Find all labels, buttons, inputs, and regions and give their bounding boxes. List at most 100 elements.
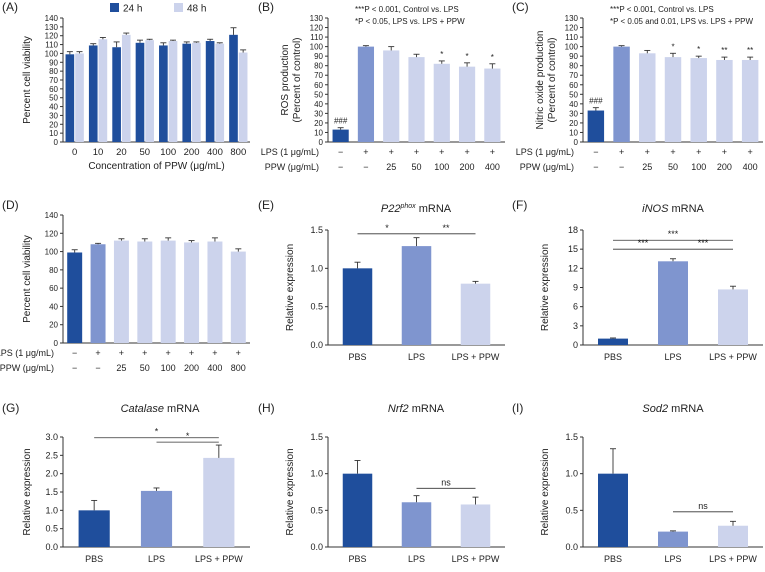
row-value-b: + (389, 147, 394, 157)
significance-label-i: ns (698, 501, 708, 511)
bar-c (613, 46, 630, 142)
significance-mark-b: ### (334, 117, 348, 126)
row-value-d: − (95, 363, 100, 373)
chart-a: 0102030405060708090100110120130140Percen… (22, 3, 250, 172)
bar-f (718, 289, 748, 345)
row-value-d: 50 (140, 363, 150, 373)
y-tick-label-f: 18 (568, 225, 578, 235)
y-tick-label-a: 80 (49, 67, 58, 76)
significance-mark-b: * (466, 52, 469, 61)
bar-a-s1 (238, 52, 248, 142)
panel-label-f: (F) (512, 198, 527, 212)
row-value-c: − (593, 147, 598, 157)
y-tick-label-g: 2.0 (45, 469, 58, 479)
title-i-gene: Sod2 (642, 403, 668, 415)
significance-mark-c: ### (589, 97, 603, 106)
chart-g: 0.0 0.5 1.0 1.5 2.0 2.5 3.0 Relative expression… (22, 427, 250, 564)
y-tick-label-c: 60 (569, 81, 578, 90)
chart-d: 0 20 40 60 80 100 120 140 Percent cell viability… (0, 211, 250, 373)
row-label-d: PPW (μg/mL) (0, 363, 54, 373)
row-value-c: + (619, 147, 624, 157)
bar-g (78, 510, 110, 547)
panel-label-d: (D) (2, 198, 19, 212)
legend-label-a: 24 h (123, 4, 142, 15)
significance-mark-c: ** (747, 46, 753, 55)
bar-h (342, 473, 373, 547)
x-tick-label-e: LPS (408, 352, 425, 362)
y-tick-label-f: 12 (568, 263, 578, 273)
bar-i (718, 525, 748, 547)
significance-mark-c: ** (721, 46, 727, 55)
y-tick-label-a: 130 (45, 23, 59, 32)
y-tick-label-c: 110 (565, 33, 578, 42)
y-tick-label-b: 90 (314, 52, 323, 61)
y-axis-title-a: Percent cell viability (22, 36, 33, 124)
y-tick-label-b: 70 (314, 71, 323, 80)
row-value-c: + (696, 147, 701, 157)
y-tick-label-c: 70 (569, 71, 578, 80)
significance-mark-b: * (440, 50, 443, 59)
row-label-b: LPS (1 μg/mL) (261, 147, 319, 157)
chart-e: 0.0 0.5 1.0 1.5 Relative expression PBS LPS LPS… (285, 223, 505, 362)
bar-d (113, 240, 129, 343)
y-tick-label-d: 80 (49, 266, 58, 275)
significance-label-e: * (385, 223, 389, 233)
bar-b (332, 129, 349, 142)
chart-i: 0.0 0.5 1.0 1.5 Relative expression PBS LPS LPS… (540, 432, 763, 564)
row-value-c: − (619, 162, 624, 172)
x-axis-title-a: Concentration of PPW (μg/mL) (88, 161, 224, 172)
y-tick-label-f: 6 (573, 302, 578, 312)
y-axis-title-f: Relative expression (540, 244, 551, 331)
y-tick-label-a: 0 (54, 138, 59, 147)
y-tick-label-b: 120 (310, 24, 324, 33)
y-tick-label-g: 0.0 (45, 542, 58, 552)
x-tick-label-h: PBS (348, 554, 366, 564)
row-value-d: + (212, 348, 217, 358)
bar-a-s1 (215, 43, 225, 142)
y-tick-label-b: 0 (319, 138, 324, 147)
bar-c (716, 59, 733, 142)
y-axis-title-h: Relative expression (285, 448, 296, 535)
y-tick-label-b: 60 (314, 81, 323, 90)
y-tick-label-a: 60 (49, 85, 58, 94)
bar-b (357, 46, 375, 142)
significance-label-f: *** (638, 238, 649, 248)
title-f: iNOS mRNA (642, 203, 704, 215)
x-tick-label-a: 400 (207, 147, 223, 158)
row-value-b: 200 (460, 162, 475, 172)
row-value-c: + (645, 147, 650, 157)
y-tick-label-g: 0.5 (45, 524, 58, 534)
title-h: Nrf2 mRNA (388, 403, 445, 415)
x-tick-label-f: LPS (664, 352, 681, 362)
y-axis-title-e: Relative expression (285, 244, 296, 331)
title-e-sup: phox (399, 203, 416, 210)
x-tick-label-a: 20 (116, 147, 127, 158)
bar-a-s0 (112, 47, 121, 142)
title-g-gene: Catalase (121, 403, 164, 415)
y-tick-label-b: 40 (314, 100, 323, 109)
y-axis-title-line1-c: Nitric oxide production (535, 31, 546, 130)
y-tick-label-g: 1.0 (45, 505, 58, 515)
bar-a-s0 (88, 45, 98, 143)
y-tick-label-e: 1.5 (310, 225, 323, 235)
y-tick-label-d: 20 (49, 321, 58, 330)
y-tick-label-a: 90 (49, 58, 58, 67)
y-axis-title-c: Nitric oxide production(Percent of contr… (535, 31, 558, 130)
x-tick-label-g: PBS (85, 554, 103, 564)
y-tick-label-a: 100 (45, 49, 59, 58)
y-tick-label-d: 100 (45, 248, 59, 257)
legend-swatch-a (110, 3, 119, 12)
row-value-b: − (338, 162, 343, 172)
y-tick-label-a: 30 (49, 111, 58, 120)
row-value-c: 100 (691, 162, 706, 172)
row-value-c: 200 (717, 162, 732, 172)
y-axis-title-line2-c: (Percent of control) (547, 37, 558, 122)
y-axis-title-i: Relative expression (540, 448, 551, 535)
y-tick-label-b: 50 (314, 90, 323, 99)
y-tick-label-g: 2.5 (45, 450, 58, 460)
title-h-gene: Nrf2 (388, 403, 409, 415)
bar-a-s1 (98, 39, 108, 142)
